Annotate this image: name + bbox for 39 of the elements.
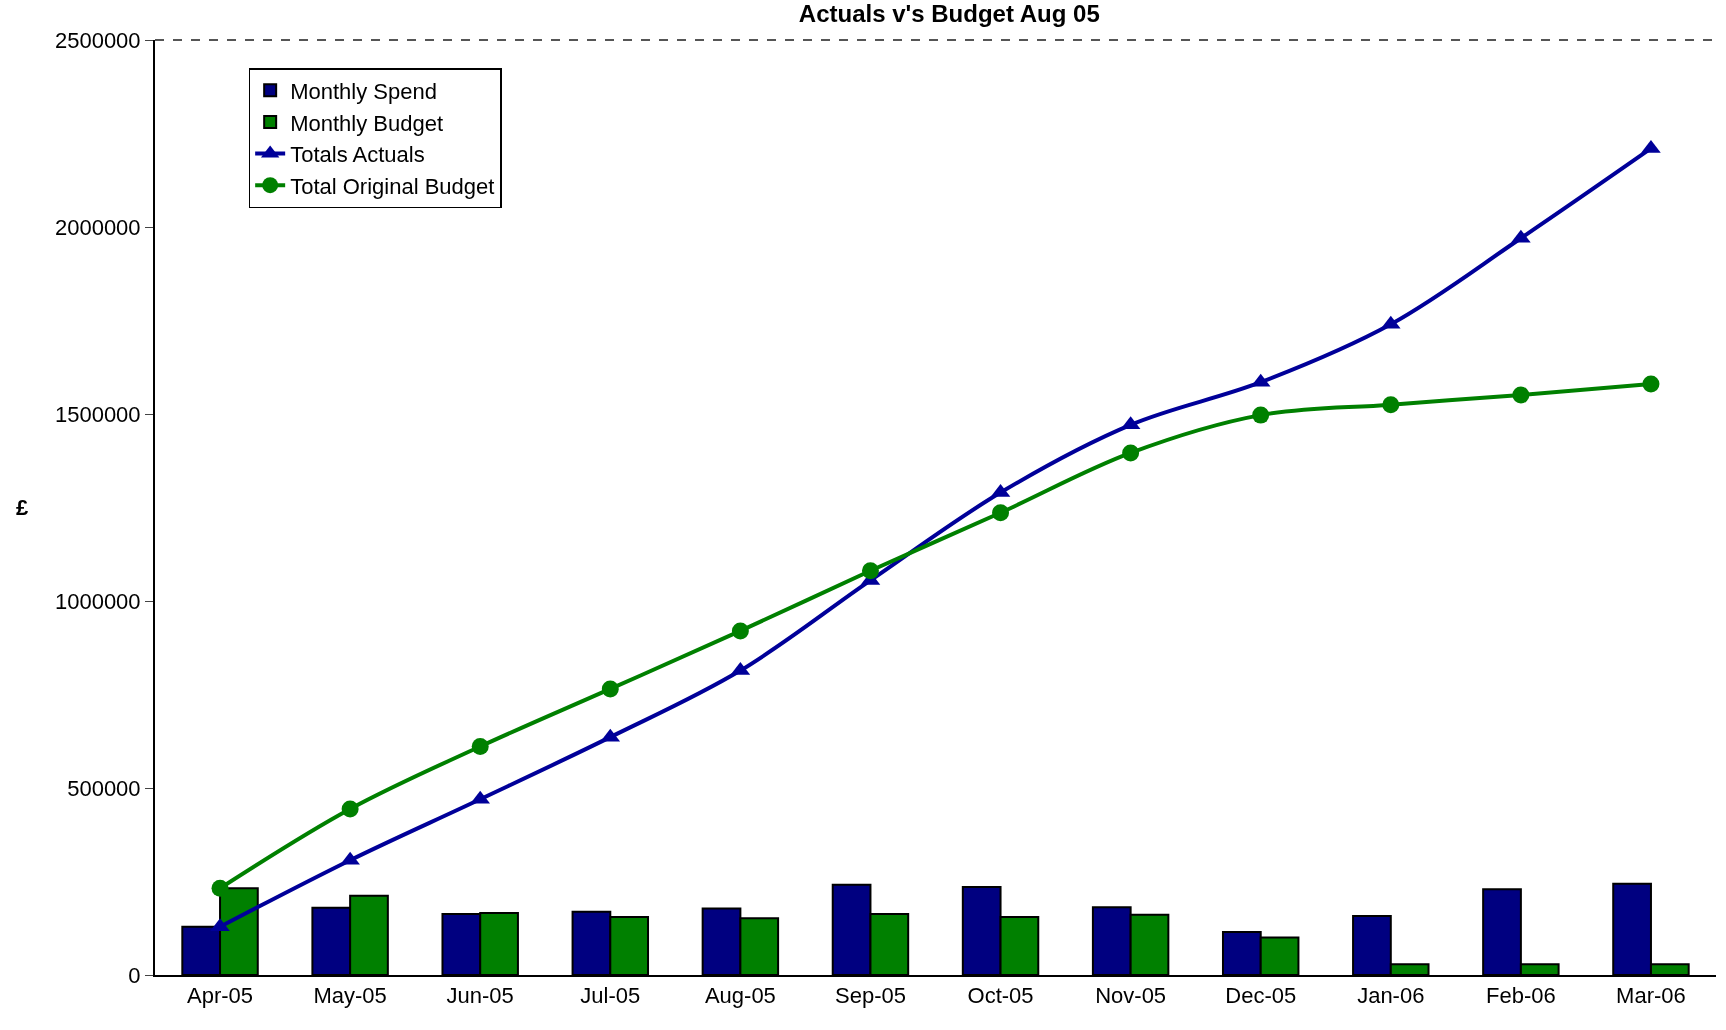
point: [1252, 406, 1270, 424]
y-axis-title: £: [16, 495, 29, 520]
point: [1511, 229, 1531, 243]
point: [471, 737, 489, 755]
y-tick-label: 1000000: [54, 588, 141, 614]
x-tick-label: Jun-05: [446, 983, 514, 1009]
point: [1642, 375, 1660, 393]
point: [341, 800, 359, 818]
x-tick-label: Apr-05: [187, 983, 254, 1009]
x-tick-label: Oct-05: [967, 983, 1034, 1009]
x-tick-label: Feb-06: [1486, 983, 1556, 1009]
y-tick-label: 0: [128, 962, 141, 988]
x-tick-label: Jul-05: [580, 983, 641, 1009]
x-tick-label: Nov-05: [1095, 983, 1167, 1009]
chart-title: Actuals v's Budget Aug 05: [798, 0, 1100, 27]
x-tick-label: May-05: [313, 983, 387, 1009]
point: [340, 851, 360, 865]
point: [1382, 396, 1400, 414]
y-tick-label: 2500000: [54, 27, 141, 53]
x-tick-label: Jan-06: [1357, 983, 1425, 1009]
legend-label: Monthly Budget: [290, 110, 444, 136]
x-tick-label: Sep-05: [834, 983, 906, 1009]
point: [992, 504, 1010, 522]
x-tick-label: Aug-05: [704, 983, 776, 1009]
point: [1512, 386, 1530, 404]
legend-label: Monthly Spend: [290, 78, 437, 104]
point: [601, 680, 619, 698]
point: [1641, 139, 1661, 153]
y-tick-label: 2000000: [54, 214, 141, 240]
y-tick-label: 1500000: [54, 401, 141, 427]
y-tick-label: 500000: [67, 775, 141, 801]
legend-label: Totals Actuals: [290, 142, 425, 168]
x-tick-label: Mar-06: [1616, 983, 1686, 1009]
x-tick-label: Dec-05: [1225, 983, 1297, 1009]
point: [1122, 444, 1140, 462]
legend-label: Total Original Budget: [290, 173, 495, 199]
point: [731, 622, 749, 640]
point: [861, 562, 879, 580]
point: [211, 879, 229, 897]
